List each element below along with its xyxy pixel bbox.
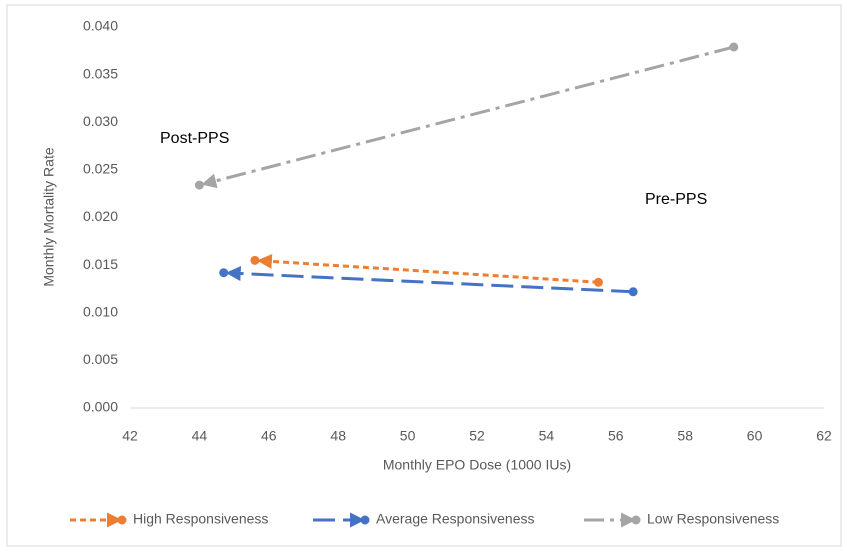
y-tick-label: 0.035 [83,65,118,81]
legend-item: High Responsiveness [70,511,268,528]
annotation: Pre-PPS [645,191,707,208]
point [219,268,229,278]
x-tick-label: 62 [816,428,832,444]
x-tick-label: 48 [330,428,346,444]
point [593,277,603,287]
y-tick-label: 0.025 [83,161,118,177]
y-tick-label: 0.015 [83,256,118,272]
x-tick-label: 56 [608,428,624,444]
x-tick-label: 52 [469,428,485,444]
point [194,180,204,190]
legend-label: High Responsiveness [133,511,268,527]
y-tick-label: 0.000 [83,399,118,415]
legend-item: Average Responsiveness [313,511,535,528]
y-tick-label: 0.005 [83,351,118,367]
legend-item: Low Responsiveness [584,511,779,528]
x-tick-label: 58 [677,428,693,444]
x-axis-title: Monthly EPO Dose (1000 IUs) [383,457,571,473]
y-tick-label: 0.040 [83,18,118,34]
x-tick-label: 54 [539,428,555,444]
legend-label: Low Responsiveness [647,511,779,527]
x-tick-label: 42 [122,428,138,444]
x-tick-label: 46 [261,428,277,444]
point [628,287,638,297]
legend-marker [631,515,641,525]
chart-border [6,4,842,547]
series-line [201,45,735,189]
x-tick-label: 50 [400,428,416,444]
y-tick-label: 0.020 [83,208,118,224]
point [729,42,739,52]
legend-marker [360,515,370,525]
legend-marker [117,515,127,525]
annotation: Post-PPS [160,130,229,147]
x-tick-label: 60 [747,428,763,444]
series-line [256,253,599,284]
y-axis-title: Monthly Mortality Rate [41,147,57,286]
y-tick-label: 0.010 [83,303,118,319]
series-line [225,266,634,294]
y-tick-label: 0.030 [83,113,118,129]
point [250,255,260,265]
legend-label: Average Responsiveness [376,511,535,527]
x-tick-label: 44 [192,428,208,444]
